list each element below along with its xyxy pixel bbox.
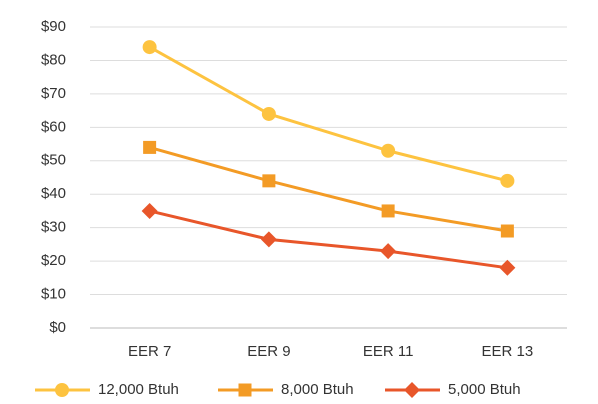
marker <box>404 382 420 398</box>
y-tick-label: $50 <box>41 152 66 169</box>
marker <box>499 259 516 276</box>
series-line <box>149 145 508 233</box>
x-tick-label: EER 9 <box>247 343 290 360</box>
y-tick-label: $40 <box>41 185 66 202</box>
marker <box>262 174 276 188</box>
y-tick-label: $30 <box>41 219 66 236</box>
marker <box>238 383 252 397</box>
y-tick-label: $80 <box>41 51 66 68</box>
y-tick-label: $10 <box>41 286 66 303</box>
marker <box>260 231 277 248</box>
marker <box>500 173 515 188</box>
marker <box>55 383 69 397</box>
marker <box>380 243 397 260</box>
legend-label: 12,000 Btuh <box>98 381 179 398</box>
x-tick-label: EER 13 <box>482 343 534 360</box>
y-tick-label: $0 <box>49 319 66 336</box>
marker <box>143 140 157 154</box>
legend-label: 5,000 Btuh <box>448 381 521 398</box>
marker <box>141 202 158 219</box>
legend-label: 8,000 Btuh <box>281 381 354 398</box>
y-tick-label: $60 <box>41 118 66 135</box>
y-tick-label: $70 <box>41 85 66 102</box>
marker <box>142 40 157 55</box>
marker <box>381 204 395 218</box>
marker <box>261 106 276 121</box>
series-line <box>149 209 508 270</box>
y-tick-label: $20 <box>41 252 66 269</box>
x-tick-label: EER 7 <box>128 343 171 360</box>
marker <box>500 224 514 238</box>
marker <box>381 143 396 158</box>
series-line <box>148 45 508 183</box>
y-tick-label: $90 <box>41 18 66 35</box>
x-tick-label: EER 11 <box>363 343 414 360</box>
